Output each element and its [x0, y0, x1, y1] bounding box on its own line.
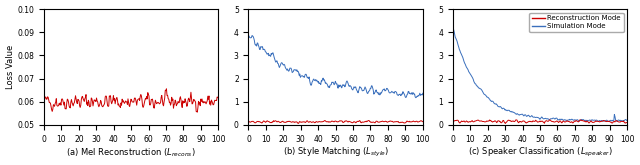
- X-axis label: (a) Mel Reconstruction ($L_{recons}$): (a) Mel Reconstruction ($L_{recons}$): [67, 146, 196, 159]
- X-axis label: (c) Speaker Classification ($L_{speaker}$): (c) Speaker Classification ($L_{speaker}…: [468, 146, 612, 159]
- X-axis label: (b) Style Matching ($L_{style}$): (b) Style Matching ($L_{style}$): [282, 146, 388, 159]
- Legend: Reconstruction Mode, Simulation Mode: Reconstruction Mode, Simulation Mode: [529, 13, 624, 32]
- Y-axis label: Loss Value: Loss Value: [6, 45, 15, 89]
